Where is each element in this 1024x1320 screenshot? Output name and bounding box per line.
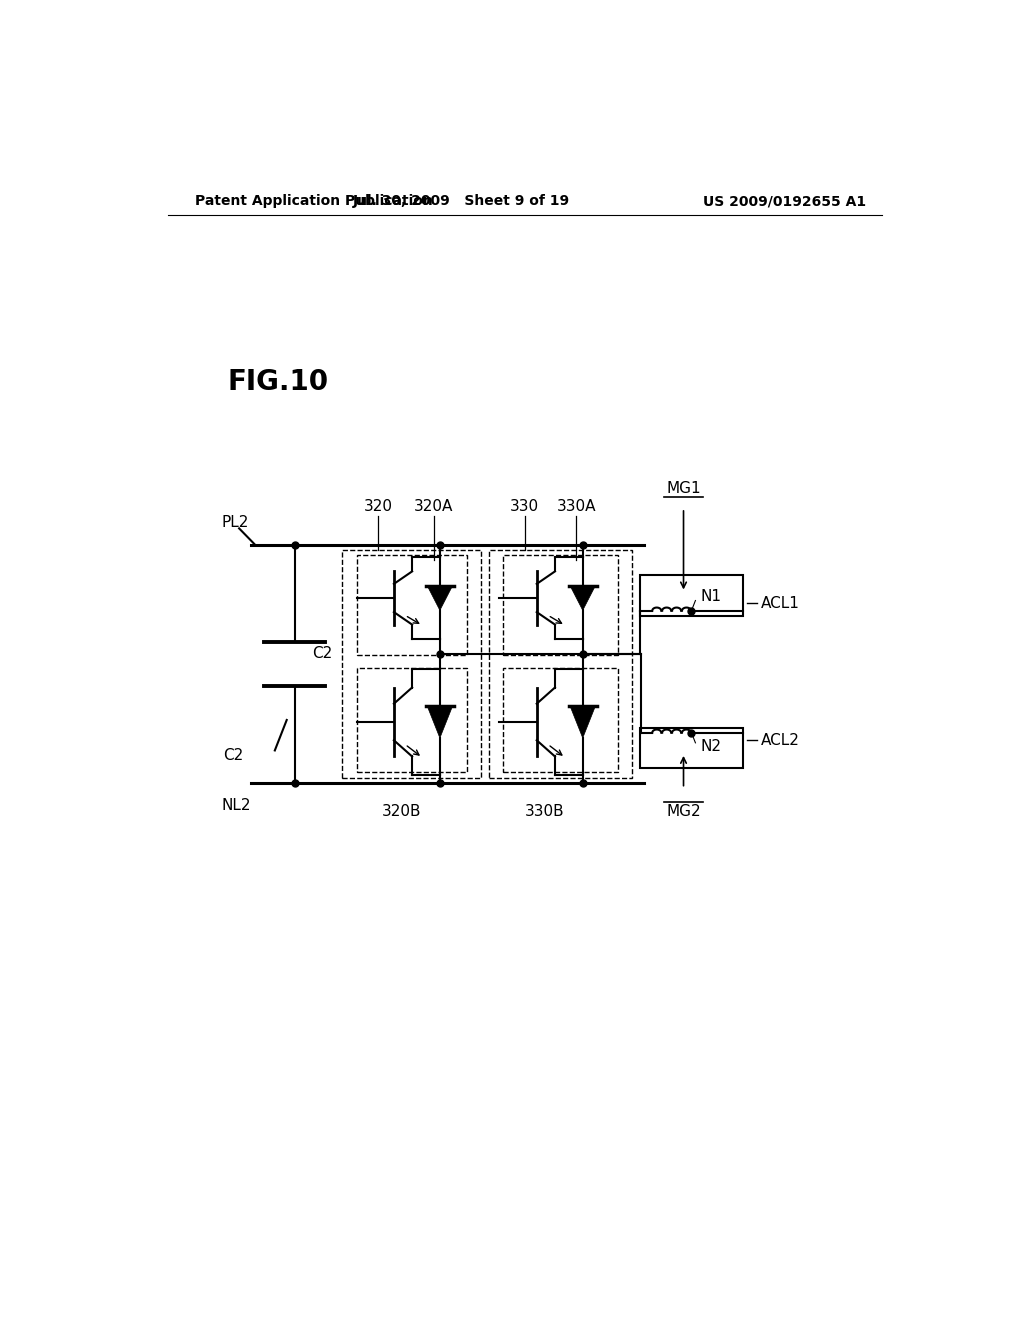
Text: US 2009/0192655 A1: US 2009/0192655 A1: [702, 194, 866, 209]
Text: PL2: PL2: [221, 515, 249, 529]
Text: Jul. 30, 2009   Sheet 9 of 19: Jul. 30, 2009 Sheet 9 of 19: [352, 194, 570, 209]
Text: ACL2: ACL2: [761, 733, 800, 748]
Polygon shape: [570, 706, 595, 738]
Text: MG1: MG1: [667, 480, 700, 496]
Text: NL2: NL2: [221, 799, 251, 813]
Text: 330B: 330B: [525, 804, 564, 818]
Bar: [356, 668, 467, 772]
Text: N1: N1: [701, 589, 722, 605]
Polygon shape: [570, 586, 595, 610]
Bar: [640, 576, 743, 615]
Polygon shape: [427, 586, 453, 610]
Text: N2: N2: [701, 739, 722, 755]
Text: MG2: MG2: [667, 804, 700, 818]
Text: Patent Application Publication: Patent Application Publication: [196, 194, 433, 209]
Text: 330A: 330A: [557, 499, 596, 515]
Bar: [504, 554, 617, 656]
Bar: [640, 727, 743, 768]
Text: 320B: 320B: [382, 804, 422, 818]
Text: C2: C2: [312, 647, 333, 661]
Text: FIG.10: FIG.10: [227, 368, 329, 396]
Text: 330: 330: [510, 499, 540, 515]
Text: ACL1: ACL1: [761, 595, 800, 611]
Text: 320: 320: [364, 499, 392, 515]
Bar: [356, 554, 467, 656]
Bar: [489, 549, 632, 779]
Bar: [342, 549, 481, 779]
Text: C2: C2: [223, 748, 243, 763]
Bar: [504, 668, 617, 772]
Text: 320A: 320A: [414, 499, 454, 515]
Polygon shape: [427, 706, 453, 738]
